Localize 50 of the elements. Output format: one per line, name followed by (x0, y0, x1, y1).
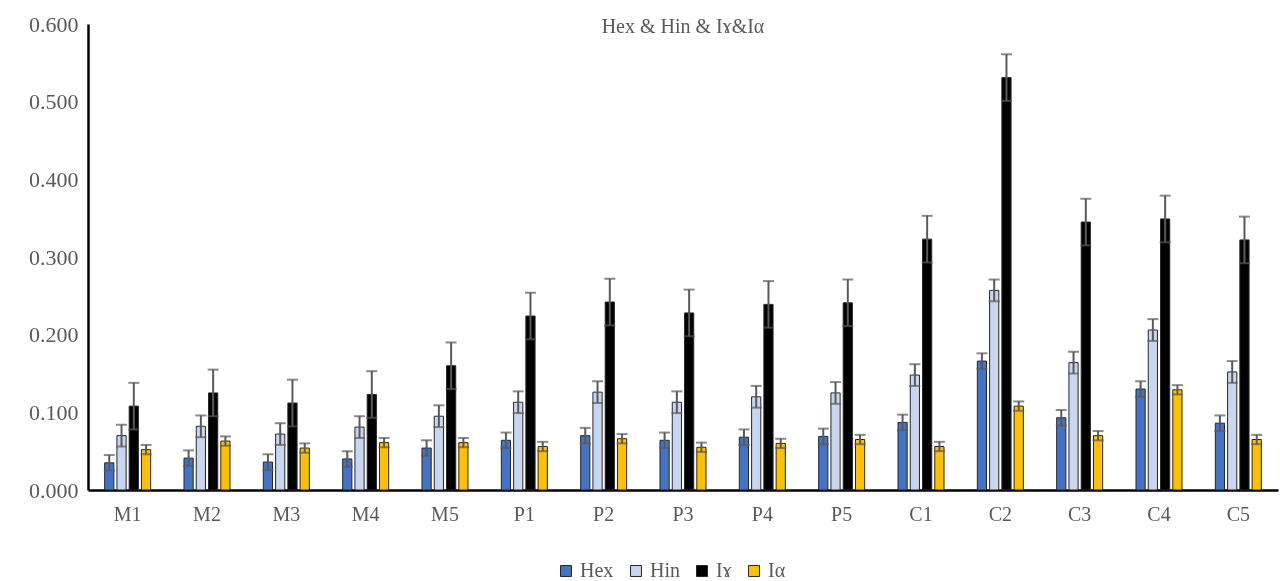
y-tick-label: 0.400 (29, 166, 79, 192)
x-tick-label: M3 (272, 502, 301, 525)
x-tick-label: P4 (751, 502, 773, 525)
bar (934, 446, 945, 491)
y-tick-label: 0.000 (29, 477, 79, 503)
bar (1092, 435, 1104, 491)
x-tick-label: C3 (1067, 502, 1092, 525)
bar (275, 433, 286, 491)
x-tick-label: M2 (193, 502, 221, 525)
x-tick-label: C5 (1226, 502, 1251, 525)
x-tick-label: M1 (113, 502, 142, 525)
legend-label: Hex (580, 559, 614, 581)
chart-title: Hex & Hin & Iɤ&Iα (601, 15, 765, 37)
bar (1227, 371, 1238, 491)
x-tick-label: P3 (672, 502, 694, 525)
y-tick-label: 0.200 (29, 322, 79, 348)
x-tick-label: C4 (1147, 502, 1171, 525)
bar (897, 421, 908, 491)
bar (909, 374, 920, 491)
bar (1214, 422, 1226, 491)
y-tick-label: 0.100 (29, 399, 79, 425)
bar (500, 439, 512, 491)
bar (671, 401, 682, 491)
y-tick-label: 0.600 (29, 11, 79, 37)
x-tick-label: P5 (831, 502, 853, 525)
x-tick-label: C2 (988, 502, 1013, 525)
bar (976, 360, 988, 491)
y-tick-label: 0.500 (29, 89, 79, 115)
bar (433, 415, 444, 491)
bar (513, 401, 524, 491)
x-tick-label: P1 (513, 502, 535, 525)
bar (1135, 388, 1146, 491)
bar (1147, 329, 1158, 491)
bar (458, 442, 469, 491)
bar (738, 436, 750, 491)
bar (140, 449, 152, 491)
bar (659, 439, 670, 491)
bar (378, 442, 390, 491)
legend-label: Iɤ (716, 559, 732, 581)
bar (195, 425, 206, 491)
bar (751, 396, 762, 491)
y-tick-label: 0.300 (29, 244, 79, 270)
legend-label: Hin (650, 559, 680, 581)
bar (854, 439, 866, 491)
x-tick-label: M5 (431, 502, 459, 525)
legend-label: Iα (768, 559, 786, 581)
x-tick-label: M4 (351, 502, 380, 525)
bar (989, 289, 1000, 491)
x-tick-label: C1 (909, 502, 933, 525)
x-tick-label: P2 (593, 502, 615, 525)
